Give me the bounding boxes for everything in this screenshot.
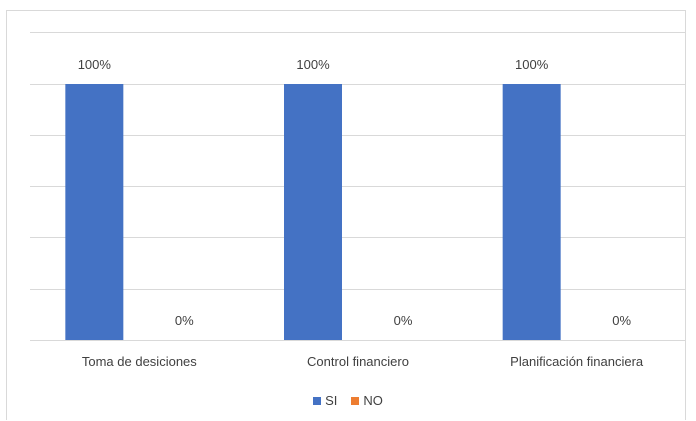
legend-item-no: NO xyxy=(351,393,383,408)
data-label-no-2: 0% xyxy=(612,313,631,328)
data-label-no-0: 0% xyxy=(175,313,194,328)
category-label-2: Planificación financiera xyxy=(510,354,644,369)
legend-item-si: SI xyxy=(313,393,337,408)
data-label-si-0: 100% xyxy=(78,57,112,72)
legend-label-no: NO xyxy=(363,393,383,408)
data-label-no-1: 0% xyxy=(394,313,413,328)
category-label-0: Toma de desiciones xyxy=(82,354,197,369)
data-labels: 100% 0% 100% 0% 100% 0% xyxy=(78,57,632,328)
legend-swatch-no xyxy=(351,396,360,405)
data-label-si-2: 100% xyxy=(515,57,549,72)
bar-si-0 xyxy=(65,84,124,340)
gridlines xyxy=(30,32,686,341)
bar-si-1 xyxy=(284,84,342,340)
bar-si-2 xyxy=(502,84,561,340)
data-label-si-1: 100% xyxy=(296,57,330,72)
bars xyxy=(65,84,561,340)
category-label-1: Control financiero xyxy=(307,354,409,369)
legend: SI NO xyxy=(0,393,696,408)
legend-label-si: SI xyxy=(325,393,338,408)
category-labels: Toma de desiciones Control financiero Plan… xyxy=(82,354,644,369)
legend-swatch-si xyxy=(313,396,322,405)
